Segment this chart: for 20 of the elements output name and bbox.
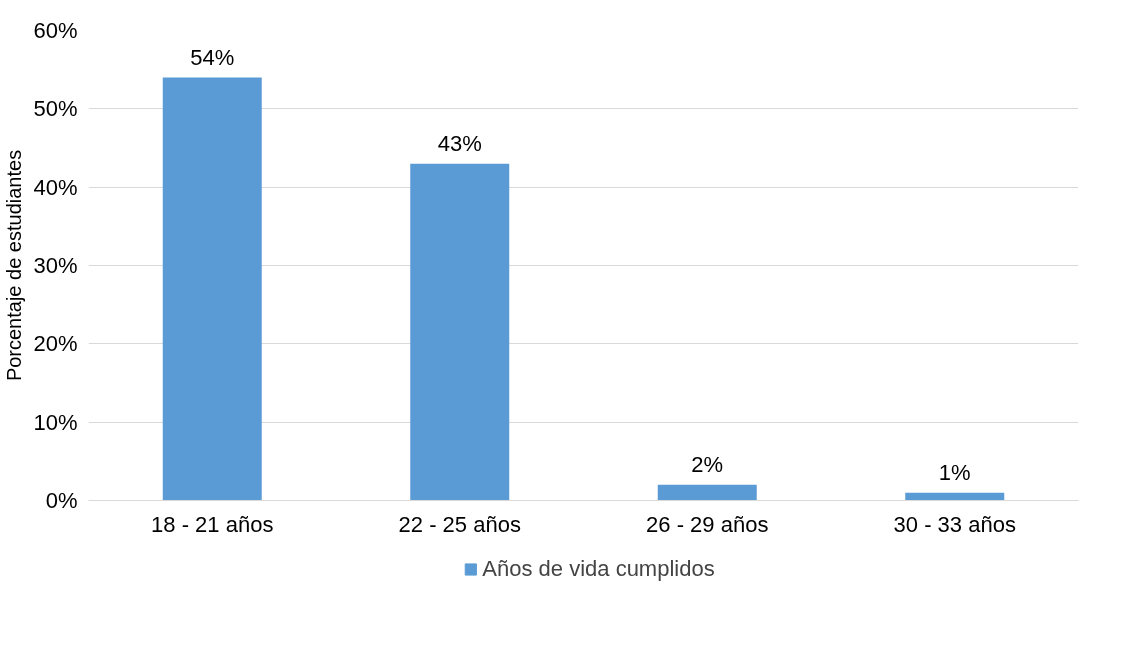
x-tick-label: 30 - 33 años (893, 511, 1016, 537)
text: 43% (437, 130, 482, 156)
bar (162, 77, 262, 501)
y-tick-label: 40% (33, 174, 78, 200)
y-axis-title: Porcentaje de estudiantes (3, 149, 26, 382)
y-tick-label: 0% (45, 488, 78, 513)
y-tick-label: 50% (33, 96, 78, 122)
y-tick-label: 60% (33, 18, 78, 43)
legend-label: Años de vida cumplidos (482, 556, 715, 582)
bar (410, 163, 510, 501)
text: 1% (938, 459, 971, 485)
x-tick-label: 22 - 25 años (398, 511, 521, 537)
text: 2% (691, 451, 724, 477)
bar (657, 484, 757, 501)
x-tick-label: 18 - 21 años (151, 511, 274, 537)
x-tick-label: 26 - 29 años (646, 511, 769, 537)
y-tick-label: 30% (33, 253, 78, 278)
text: 54% (190, 44, 235, 70)
y-tick-label: 10% (33, 409, 78, 435)
y-tick-label: 20% (33, 331, 78, 357)
